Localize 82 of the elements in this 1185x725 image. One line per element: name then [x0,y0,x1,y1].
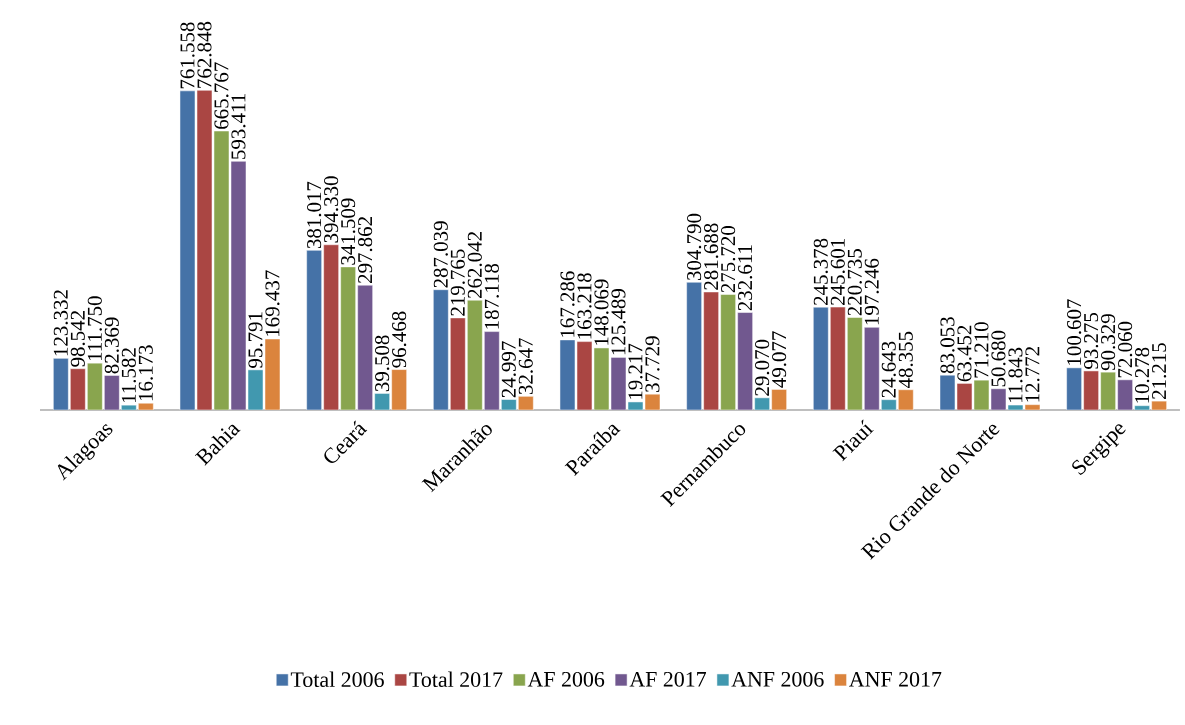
data-label: 48.355 [898,331,913,389]
data-label: 123.332 [53,290,68,356]
data-label: 29.070 [755,339,770,396]
data-label: 219.765 [450,249,465,316]
bar [1117,379,1133,410]
bar [340,266,356,410]
bar [70,368,86,410]
bar [306,250,322,410]
data-label: 82.369 [104,317,119,374]
data-label: 39.508 [375,335,390,392]
data-label: 111.750 [87,296,102,361]
data-label: 304.790 [687,213,702,281]
legend-label: Total 2017 [409,671,503,688]
bar [830,306,846,410]
data-label: 37.729 [645,336,660,392]
bar [720,294,736,410]
data-label: 761.558 [180,22,195,89]
data-label: 167.286 [560,271,575,337]
data-label: 245.378 [813,238,828,305]
bar [53,358,69,410]
data-label: 125.489 [611,289,626,355]
data-label: 262.042 [467,232,482,299]
data-label: 275.720 [721,226,736,293]
bar [686,282,702,410]
bar [87,362,103,410]
data-label: 10.278 [1135,347,1150,403]
data-label: 32.647 [518,338,533,395]
data-label: 83.053 [940,317,955,374]
data-label: 12.772 [1025,347,1040,402]
bar [1066,367,1082,410]
bar [813,306,829,410]
data-label: 762.848 [197,21,212,88]
bar [703,291,719,410]
data-label: 95.791 [248,312,263,368]
data-label: 381.017 [307,181,322,249]
data-label: 11.843 [1008,347,1023,402]
data-label: 24.643 [881,341,896,398]
data-label: 297.862 [358,217,373,284]
data-label: 220.735 [847,249,862,316]
data-label: 24.997 [501,341,516,398]
data-label: 163.218 [577,273,592,339]
data-label: 169.437 [265,270,280,336]
data-label: 21.215 [1152,343,1167,399]
data-label: 593.411 [231,94,246,159]
bar [467,299,483,410]
data-label: 281.688 [704,223,719,290]
data-label: 19.217 [628,343,643,399]
data-label: 665.767 [214,62,229,129]
data-label: 93.275 [1084,312,1099,369]
bar [391,369,407,410]
data-label: 341.509 [341,198,356,265]
data-label: 11.582 [121,348,136,403]
bar [450,317,466,410]
bar [357,284,373,410]
legend-label: ANF 2006 [731,671,824,687]
data-label: 232.611 [738,245,753,311]
data-label: 394.330 [324,176,339,243]
data-label: 72.060 [1118,321,1133,378]
legend-label: Total 2006 [290,671,384,688]
data-label: 187.118 [484,263,499,329]
data-label: 63.452 [957,325,972,382]
data-label: 16.173 [138,345,153,401]
data-label: 197.246 [864,258,879,325]
data-label: 96.468 [392,311,407,368]
data-label: 50.680 [991,330,1006,387]
bar [847,317,863,410]
data-label: 49.077 [772,331,787,388]
data-label: 98.542 [70,311,85,367]
bar [433,289,449,410]
bar [737,312,753,410]
legend-label: ANF 2017 [849,671,942,687]
bar [864,327,880,410]
data-label: 287.039 [433,221,448,288]
legend-label: AF 2017 [629,671,707,687]
data-label: 245.601 [830,239,845,305]
data-label: 100.607 [1067,299,1082,365]
bar [484,331,500,410]
bar [323,244,339,410]
data-label: 90.329 [1101,314,1116,371]
legend-label: AF 2006 [527,671,605,687]
data-label: 71.210 [974,322,989,378]
data-label: 148.069 [594,279,609,345]
